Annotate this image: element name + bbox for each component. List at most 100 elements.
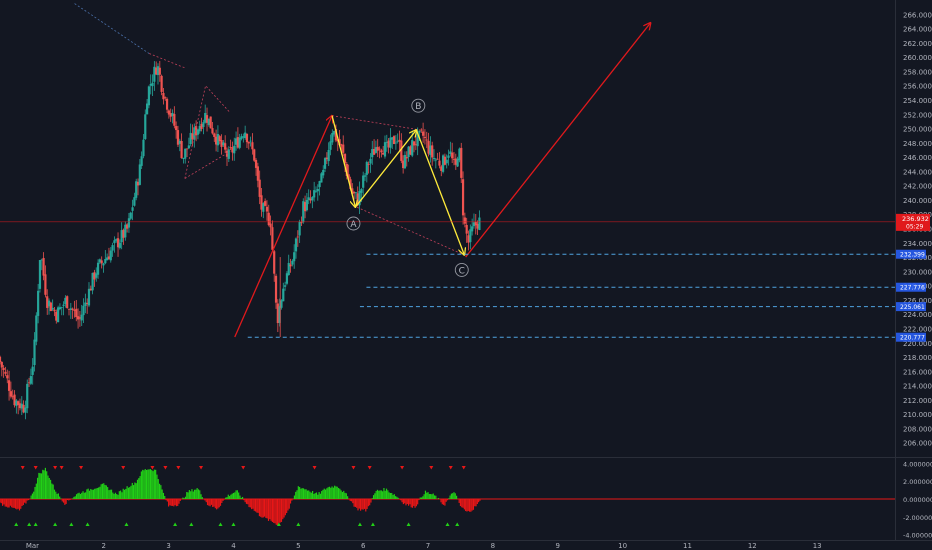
candle-body xyxy=(187,145,190,149)
candle-body xyxy=(307,197,310,200)
sell-signal-marker xyxy=(79,466,84,470)
candle-body xyxy=(438,160,441,166)
candle-body xyxy=(460,147,463,178)
wave-labels: A B C xyxy=(346,98,469,277)
wave-a-arrow xyxy=(331,115,355,207)
price-tick-label: 258.000 xyxy=(903,68,932,76)
candle-body xyxy=(451,152,454,159)
buy-signal-marker xyxy=(173,522,178,526)
candle-body xyxy=(323,158,327,169)
candle-body xyxy=(18,403,22,409)
candle-body xyxy=(11,396,14,398)
current-price-tag xyxy=(896,213,930,231)
price-tick-label: 240.000 xyxy=(903,197,932,205)
candle-body xyxy=(0,361,3,368)
candle-body xyxy=(429,145,432,155)
candle-body xyxy=(82,305,85,316)
candle-body xyxy=(403,154,407,169)
price-tick-label: 248.000 xyxy=(903,140,932,148)
candle-body xyxy=(298,221,301,236)
indicator-axis[interactable]: 4.000000 2.000000 0.000000 -2.000000 -4.0000… xyxy=(903,460,932,539)
candle-body xyxy=(229,147,232,149)
candle-body xyxy=(46,296,49,308)
indicator-tick-label: -4.000000 xyxy=(903,532,932,540)
candle-body xyxy=(142,139,145,157)
candle-body xyxy=(347,174,350,180)
candle-body xyxy=(411,140,414,156)
candle-body xyxy=(98,259,101,263)
candle-body xyxy=(27,382,31,384)
candle-body xyxy=(461,179,465,216)
buy-signal-marker xyxy=(218,522,223,526)
candle-body xyxy=(285,273,289,284)
candle-body xyxy=(165,98,169,110)
candle-body xyxy=(62,304,65,306)
candle-body xyxy=(231,147,234,153)
buy-signal-marker xyxy=(124,522,129,526)
candle-body xyxy=(465,224,468,234)
price-tick-label: 212.000 xyxy=(903,397,932,405)
candle-body xyxy=(358,190,361,206)
wave-label-b: B xyxy=(415,102,421,112)
sell-signal-marker xyxy=(312,466,317,470)
sell-signal-marker xyxy=(20,466,25,470)
candle-body xyxy=(238,137,241,148)
candle-body xyxy=(284,285,287,287)
candle-body xyxy=(96,262,100,275)
candle-body xyxy=(2,367,5,371)
candle-body xyxy=(311,197,314,201)
buy-signal-marker xyxy=(231,522,236,526)
candle-body xyxy=(269,223,272,228)
candle-body xyxy=(9,391,12,397)
candle-body xyxy=(91,272,94,291)
candle-body xyxy=(169,113,172,117)
indicator-tick-label: 2.000000 xyxy=(903,478,932,486)
candle-body xyxy=(193,127,196,140)
candle-body xyxy=(131,207,134,211)
candle-body xyxy=(371,149,374,158)
candle-body xyxy=(120,230,123,243)
candle-body xyxy=(153,66,156,82)
price-tick-label: 214.000 xyxy=(903,383,932,391)
candle-body xyxy=(173,114,176,126)
candle-body xyxy=(191,133,194,140)
candle-body xyxy=(124,224,127,238)
price-tick-label: 246.000 xyxy=(903,154,932,162)
candle-body xyxy=(145,103,149,115)
candle-body xyxy=(234,138,238,145)
time-tick-label: Mar xyxy=(26,542,39,550)
candle-body xyxy=(303,202,307,212)
candle-body xyxy=(405,157,408,159)
candle-body xyxy=(265,206,269,212)
candle-body xyxy=(58,307,62,310)
candle-body xyxy=(200,123,203,129)
candle-body xyxy=(338,139,341,146)
time-tick-label: 4 xyxy=(231,542,236,550)
candle-body xyxy=(100,260,103,264)
buy-signal-marker xyxy=(33,522,38,526)
buy-signal-marker xyxy=(14,522,19,526)
candle-body xyxy=(431,145,434,158)
buy-signal-marker xyxy=(406,522,411,526)
candle-body xyxy=(111,245,114,251)
time-axis[interactable]: Mar 2 3 4 5 6 7 8 9 10 11 12 13 xyxy=(26,542,822,550)
candle-body xyxy=(354,192,358,194)
level-price-tag xyxy=(896,302,926,312)
candle-body xyxy=(42,257,45,276)
price-tick-label: 262.000 xyxy=(903,40,932,48)
price-tick-label: 226.000 xyxy=(903,297,932,305)
candle-body xyxy=(140,156,143,166)
candle-body xyxy=(151,82,154,87)
candle-body xyxy=(176,130,180,145)
candlestick-series xyxy=(0,60,481,420)
price-tick-label: 234.000 xyxy=(903,240,932,248)
price-tick-label: 230.000 xyxy=(903,268,932,276)
candle-body xyxy=(331,132,334,143)
buy-signal-marker xyxy=(296,522,301,526)
candle-body xyxy=(116,238,120,248)
candle-body xyxy=(245,134,249,143)
candle-body xyxy=(180,140,183,159)
candle-body xyxy=(425,139,428,141)
candle-body xyxy=(113,240,116,244)
